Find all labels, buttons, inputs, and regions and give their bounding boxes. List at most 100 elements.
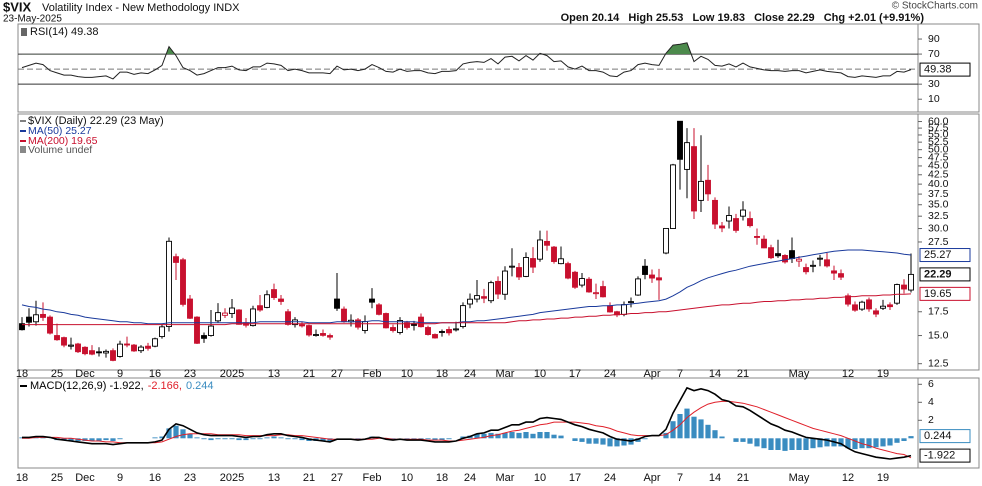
candle-body bbox=[845, 295, 851, 305]
candle-body bbox=[236, 309, 242, 325]
value-tag bbox=[919, 448, 971, 463]
candle-body bbox=[96, 351, 102, 354]
quote-line: Open 20.14 High 25.53 Low 19.83 Close 22… bbox=[561, 12, 925, 24]
candle-body bbox=[789, 250, 795, 260]
x-tick-label: Dec bbox=[75, 472, 95, 484]
candle-body bbox=[229, 307, 235, 314]
y-tick-label: 45.0 bbox=[928, 160, 949, 172]
x-tick-label: Mar bbox=[496, 368, 515, 380]
histogram-bar bbox=[481, 433, 487, 439]
candle-body bbox=[341, 308, 347, 323]
candle-body bbox=[810, 264, 816, 267]
x-tick-label: 24 bbox=[604, 472, 616, 484]
histogram-bar bbox=[474, 433, 480, 439]
candle-body bbox=[607, 305, 613, 313]
quote-item: Low 19.83 bbox=[692, 12, 745, 24]
candle-body bbox=[285, 311, 291, 325]
candle-body bbox=[180, 259, 186, 305]
candle-body bbox=[19, 323, 25, 331]
legend-label: Volume undef bbox=[28, 144, 92, 156]
candle-body bbox=[40, 313, 46, 318]
value-tag bbox=[919, 429, 971, 444]
candle-body bbox=[712, 199, 718, 225]
symbol: $VIX bbox=[3, 0, 32, 14]
histogram-bar bbox=[663, 432, 669, 439]
legend-label: -2.166, bbox=[148, 380, 182, 392]
candle-body bbox=[68, 344, 74, 347]
histogram-bar bbox=[271, 436, 277, 439]
value-tag bbox=[919, 248, 971, 263]
x-tick-label: 7 bbox=[677, 472, 683, 484]
candle-body bbox=[138, 346, 144, 352]
candle-body bbox=[369, 298, 375, 303]
candle-body bbox=[558, 258, 564, 265]
histogram-bar bbox=[201, 438, 207, 440]
candle-body bbox=[656, 277, 662, 281]
x-tick-label: Mar bbox=[496, 472, 515, 484]
candle-body bbox=[271, 289, 277, 298]
candle-body bbox=[509, 265, 515, 268]
histogram-bar bbox=[194, 437, 200, 439]
candle-body bbox=[390, 327, 396, 331]
candle-body bbox=[537, 239, 543, 260]
rsi-line bbox=[21, 42, 912, 80]
legend-icon bbox=[21, 28, 27, 36]
y-tick-label: 30 bbox=[928, 78, 940, 90]
histogram-bar bbox=[278, 437, 284, 439]
value-tag bbox=[919, 286, 971, 301]
x-tick-label: 13 bbox=[268, 472, 280, 484]
candle-body bbox=[320, 333, 326, 336]
value-tag-label: 25.27 bbox=[924, 249, 952, 261]
histogram-bar bbox=[551, 434, 557, 439]
histogram-bar bbox=[502, 432, 508, 439]
y-tick-label: 57.5 bbox=[928, 122, 949, 134]
histogram-bar bbox=[215, 438, 221, 440]
x-tick-label: 18 bbox=[436, 472, 448, 484]
candle-body bbox=[495, 280, 501, 295]
histogram-bar bbox=[68, 438, 74, 441]
y-tick-label: 27.5 bbox=[928, 236, 949, 248]
candle-body bbox=[698, 180, 704, 201]
candle-body bbox=[747, 218, 753, 227]
candle-body bbox=[866, 299, 872, 310]
candle-body bbox=[852, 304, 858, 311]
quote-item: Chg +2.01 (+9.91%) bbox=[824, 12, 925, 24]
x-tick-label: 14 bbox=[709, 368, 721, 380]
histogram-bar bbox=[719, 436, 725, 439]
candle-body bbox=[33, 314, 39, 323]
candle-body bbox=[572, 271, 578, 288]
candle-body bbox=[453, 328, 459, 331]
histogram-bar bbox=[635, 438, 641, 442]
value-tag bbox=[919, 267, 971, 282]
candle-body bbox=[187, 298, 193, 319]
histogram-bar bbox=[838, 438, 844, 447]
candle-body bbox=[684, 142, 690, 170]
candle-body bbox=[418, 316, 424, 328]
x-tick-label: 27 bbox=[331, 472, 343, 484]
candle-body bbox=[404, 322, 410, 328]
histogram-bar bbox=[152, 437, 158, 439]
candle-body bbox=[460, 305, 466, 328]
candle-body bbox=[439, 331, 445, 333]
candle-body bbox=[691, 146, 697, 212]
histogram-bar bbox=[285, 438, 291, 440]
candle-body bbox=[313, 334, 319, 337]
candle-body bbox=[397, 320, 403, 333]
candle-body bbox=[649, 274, 655, 279]
x-tick-label: 19 bbox=[877, 368, 889, 380]
moving-average bbox=[22, 293, 912, 326]
y-tick-label: 90 bbox=[928, 33, 940, 45]
candle-body bbox=[831, 270, 837, 274]
histogram-bar bbox=[159, 436, 165, 439]
candle-body bbox=[887, 304, 893, 308]
histogram-bar bbox=[866, 438, 872, 449]
legend: MACD(12,26,9) -1.922, -2.166, 0.244 bbox=[30, 380, 214, 392]
x-tick-label: 19 bbox=[877, 472, 889, 484]
histogram-bar bbox=[187, 433, 193, 439]
histogram-bar bbox=[803, 438, 809, 450]
candle-body bbox=[110, 350, 116, 361]
histogram-bar bbox=[740, 438, 746, 442]
y-tick-label: 17.5 bbox=[928, 306, 949, 318]
